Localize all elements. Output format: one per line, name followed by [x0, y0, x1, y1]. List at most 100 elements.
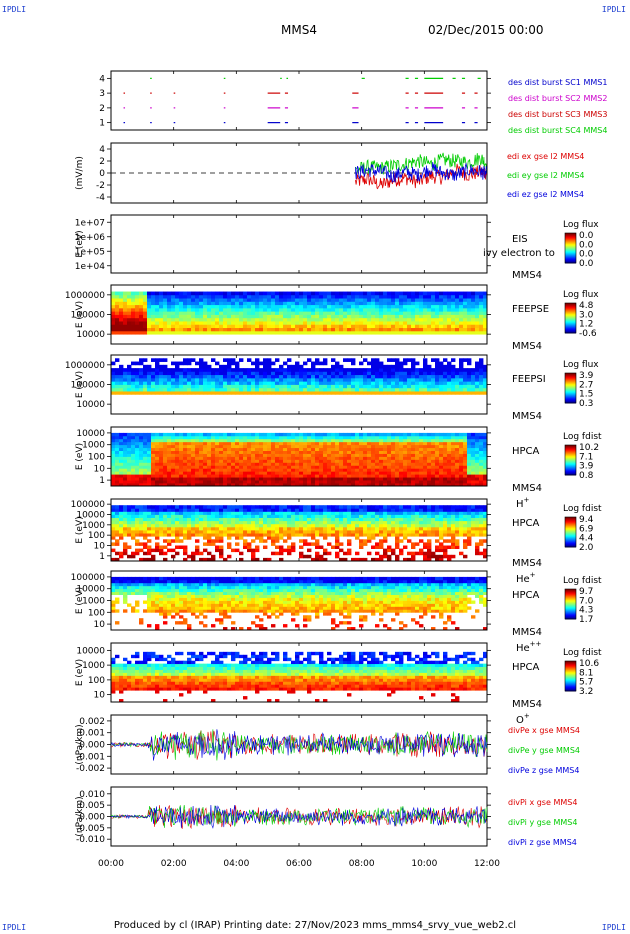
spectro-cell [155, 291, 160, 296]
spectro-cell [223, 459, 228, 463]
spectro-cell [387, 438, 392, 443]
spectro-cell [467, 321, 472, 325]
spectro-cell [235, 321, 240, 325]
spectro-cell [211, 371, 216, 376]
spectro-cell [391, 330, 396, 335]
edi-series-line [355, 152, 488, 175]
spectro-cell [455, 465, 460, 469]
spectro-cell [307, 468, 312, 472]
colorbar-cell [565, 473, 576, 475]
spectro-cell [339, 298, 344, 302]
spectro-cell [263, 321, 268, 325]
spectro-cell [459, 453, 464, 457]
spectro-cell [463, 311, 468, 315]
spectro-cell [415, 471, 420, 475]
spectro-cell [463, 450, 468, 454]
spectro-cell [375, 453, 380, 457]
spectro-cell [171, 505, 176, 509]
spectro-cell [387, 371, 392, 376]
spectro-cell [283, 471, 288, 475]
spectro-cell [171, 377, 176, 382]
spectro-cell [119, 462, 124, 466]
spectro-cell [447, 480, 452, 484]
spectro-cell [251, 387, 256, 392]
spectro-cell [283, 301, 288, 306]
spectro-cell [475, 387, 480, 392]
colorbar-cell [565, 538, 576, 540]
spectro-cell [299, 447, 304, 451]
spectro-cell [311, 371, 316, 376]
spectro-cell [315, 361, 320, 366]
spectro-cell [251, 539, 256, 543]
spectro-cell [247, 432, 252, 437]
spectro-cell [283, 435, 288, 440]
spectro-cell [275, 533, 280, 537]
spectro-cell [295, 438, 300, 443]
spectro-cell [367, 321, 372, 325]
spectro-cell [219, 511, 224, 515]
spectro-cell [431, 298, 436, 302]
spectro-cell [199, 517, 204, 522]
spectro-cell [479, 456, 484, 460]
spectro-cell [447, 330, 452, 335]
spectro-cell [199, 480, 204, 484]
spectro-cell [115, 483, 120, 487]
spectro-cell [471, 453, 476, 457]
spectro-cell [223, 511, 228, 515]
spectro-cell [443, 327, 448, 332]
spectro-cell [179, 514, 184, 518]
spectro-cell [139, 523, 144, 528]
spectro-cell [263, 291, 268, 296]
spectro-cell [431, 374, 436, 379]
spectro-cell [319, 387, 324, 392]
spectro-cell [159, 294, 164, 299]
spectro-cell [351, 471, 356, 475]
spectro-cell [339, 314, 344, 319]
spectro-cell [435, 364, 440, 369]
spectro-cell [195, 444, 200, 449]
spectro-cell [123, 384, 128, 389]
spectro-cell [183, 533, 188, 537]
spectro-cell [383, 474, 388, 478]
spectro-cell [263, 526, 268, 531]
spectro-cell [483, 480, 488, 484]
spectro-cell [127, 298, 132, 302]
spectro-cell [283, 444, 288, 449]
spectro-cell [383, 371, 388, 376]
spectro-cell [203, 301, 208, 306]
spectro-cell [447, 450, 452, 454]
spectro-cell [199, 387, 204, 392]
spectro-cell [311, 381, 316, 385]
spectro-cell [247, 530, 252, 534]
spectro-cell [391, 459, 396, 463]
spectro-cell [399, 441, 404, 446]
spectro-cell [163, 523, 168, 528]
spectro-cell [467, 438, 472, 443]
spectro-cell [163, 533, 168, 537]
spectro-cell [439, 368, 444, 372]
spectro-cell [435, 480, 440, 484]
spectro-cell [135, 321, 140, 325]
spectro-cell [367, 447, 372, 451]
spectro-cell [439, 387, 444, 392]
spectro-cell [455, 298, 460, 302]
spectro-cell [451, 371, 456, 376]
spectro-cell [227, 530, 232, 534]
spectro-cell [439, 480, 444, 484]
spectro-cell [359, 468, 364, 472]
spectro-cell [375, 471, 380, 475]
spectro-cell [303, 539, 308, 543]
spectro-cell [451, 387, 456, 392]
spectro-cell [223, 480, 228, 484]
colorbar-cell [565, 374, 576, 376]
spectro-cell [319, 324, 324, 329]
spectro-cell [427, 327, 432, 332]
spectro-cell [327, 301, 332, 306]
colorbar-tick-label: 2.7 [579, 380, 593, 390]
spectro-cell [175, 483, 180, 487]
spectro-cell [367, 361, 372, 366]
spectro-cell [343, 384, 348, 389]
spectro-cell [147, 480, 152, 484]
spectro-cell [303, 330, 308, 335]
spectro-cell [399, 374, 404, 379]
